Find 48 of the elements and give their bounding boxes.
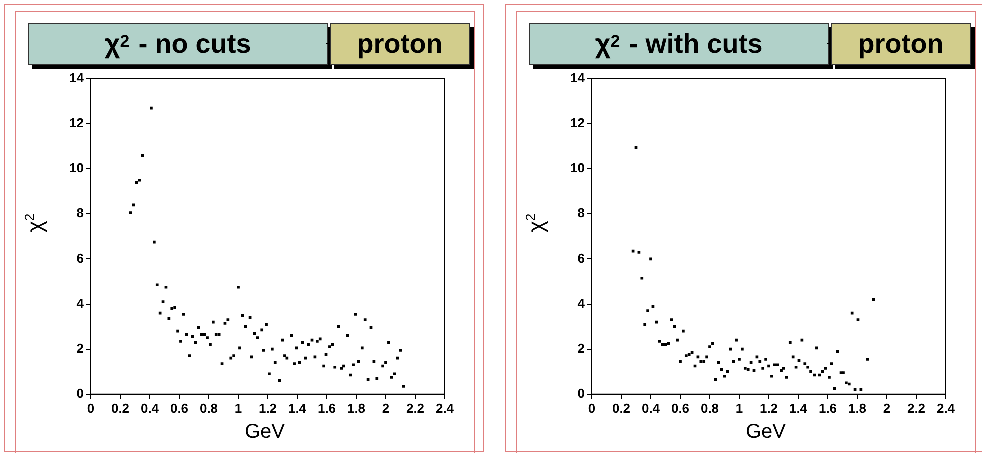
- y-tick-label: 0: [76, 386, 84, 401]
- x-tick-label: 2.4: [436, 400, 455, 416]
- y-tick-label: 8: [578, 206, 585, 221]
- y-tick-label: 10: [70, 160, 84, 176]
- x-axis-title: GeV: [245, 421, 286, 444]
- x-tick-label: 1.8: [347, 400, 366, 416]
- x-tick-label: 2: [883, 400, 891, 416]
- x-tick-label: 0.2: [612, 400, 631, 416]
- x-tick-label: 0: [87, 400, 95, 416]
- x-tick-label: 1.4: [288, 400, 308, 416]
- y-tick-label: 12: [570, 116, 585, 131]
- x-tick-label: 0: [588, 400, 596, 416]
- x-tick-label: 1: [234, 400, 242, 416]
- x-tick-label: 2.2: [907, 400, 926, 416]
- x-tick-label: 2.4: [936, 400, 956, 416]
- y-tick-label: 6: [578, 250, 585, 266]
- x-axis-title: GeV: [746, 421, 786, 444]
- x-tick-label: 1: [736, 400, 744, 416]
- x-tick-label: 1.6: [318, 400, 336, 416]
- chart-subtitle: proton: [330, 23, 470, 65]
- y-tick-label: 2: [76, 340, 84, 356]
- x-tick-label: 0.8: [700, 400, 720, 416]
- x-tick-label: 1.4: [789, 400, 808, 416]
- y-tick-label: 6: [76, 250, 84, 266]
- x-tick-label: 1.6: [818, 400, 838, 416]
- y-tick-label: 14: [570, 70, 586, 86]
- y-tick-label: 2: [578, 340, 585, 356]
- x-tick-label: 0.4: [642, 400, 661, 416]
- x-tick-label: 2: [382, 400, 390, 416]
- x-tick-label: 0.8: [200, 400, 218, 416]
- y-tick-label: 4: [578, 296, 586, 311]
- x-tick-label: 1.8: [848, 400, 867, 416]
- chart-title: χ$^{2}$ - no cuts: [28, 23, 328, 65]
- x-tick-label: 2.2: [406, 400, 425, 416]
- y-tick-label: 8: [76, 206, 84, 221]
- y-tick-label: 12: [70, 116, 84, 131]
- x-tick-label: 0.6: [170, 400, 189, 416]
- y-tick-label: 14: [70, 70, 85, 86]
- y-tick-label: 0: [578, 386, 585, 401]
- chart-title: χ$^{2}$ - with cuts: [529, 23, 829, 65]
- x-tick-label: 1.2: [258, 400, 278, 416]
- x-tick-label: 1.2: [760, 400, 778, 416]
- y-tick-label: 10: [570, 160, 585, 176]
- y-tick-label: 4: [76, 296, 85, 311]
- x-tick-label: 0.4: [140, 400, 160, 416]
- chart-subtitle: proton: [831, 23, 971, 65]
- x-tick-label: 0.2: [111, 400, 130, 416]
- x-tick-label: 0.6: [671, 400, 690, 416]
